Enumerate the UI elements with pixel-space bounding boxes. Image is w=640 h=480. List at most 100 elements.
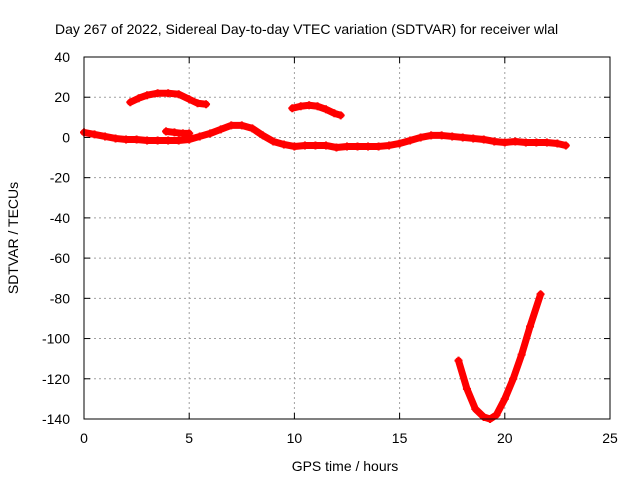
data-point bbox=[321, 105, 330, 114]
y-tick-label: 20 bbox=[54, 89, 70, 105]
y-tick-label: -40 bbox=[50, 210, 70, 226]
data-point bbox=[332, 143, 341, 152]
plot-frame bbox=[83, 56, 611, 420]
y-tick-label: -60 bbox=[50, 250, 70, 266]
data-point bbox=[143, 91, 152, 100]
data-point bbox=[122, 135, 131, 144]
data-point bbox=[336, 111, 345, 120]
data-point bbox=[374, 142, 383, 151]
data-point bbox=[193, 99, 202, 108]
y-tick-label: -80 bbox=[50, 290, 70, 306]
data-point bbox=[321, 141, 330, 150]
x-tick-label: 0 bbox=[80, 430, 88, 446]
data-point bbox=[416, 133, 425, 142]
data-point bbox=[500, 394, 509, 403]
x-tick-label: 20 bbox=[497, 430, 513, 446]
data-point bbox=[174, 90, 183, 99]
data-point bbox=[111, 134, 120, 143]
data-point bbox=[532, 138, 541, 147]
data-point bbox=[479, 135, 488, 144]
y-tick-label: 0 bbox=[62, 129, 70, 145]
data-point bbox=[164, 136, 173, 145]
data-point bbox=[290, 142, 299, 151]
data-point bbox=[170, 128, 179, 137]
data-point bbox=[143, 136, 152, 145]
data-point bbox=[437, 131, 446, 140]
data-point bbox=[164, 89, 173, 98]
data-point bbox=[343, 142, 351, 151]
data-point bbox=[126, 98, 135, 107]
x-axis-label: GPS time / hours bbox=[292, 458, 399, 474]
data-point bbox=[258, 131, 267, 140]
data-point bbox=[526, 322, 535, 331]
data-point bbox=[269, 137, 278, 146]
data-point bbox=[479, 412, 488, 421]
data-point bbox=[132, 135, 141, 144]
data-point bbox=[311, 141, 320, 150]
data-point bbox=[300, 141, 309, 150]
y-axis-label: SDTVAR / TECUs bbox=[5, 182, 21, 294]
data-point bbox=[313, 102, 322, 111]
data-point bbox=[385, 141, 394, 150]
data-point bbox=[492, 410, 501, 419]
data-point bbox=[195, 132, 204, 141]
data-point bbox=[395, 139, 404, 148]
y-tick-label: -20 bbox=[50, 170, 70, 186]
data-point bbox=[471, 404, 480, 413]
data-point bbox=[469, 134, 478, 143]
series-short-arc-3 bbox=[288, 101, 345, 120]
data-point bbox=[185, 95, 194, 104]
data-point bbox=[202, 100, 211, 109]
data-point bbox=[542, 138, 551, 147]
data-point bbox=[90, 130, 99, 139]
data-point bbox=[305, 101, 314, 110]
series-short-arc-1 bbox=[126, 89, 211, 109]
data-series bbox=[80, 89, 570, 423]
data-point bbox=[511, 137, 520, 146]
data-point bbox=[296, 102, 305, 111]
data-point bbox=[536, 290, 545, 299]
axis-ticks: 0 5 10 15 20 25 40 20 0 -20 -40 -60 -80 -100 -120 -140 bbox=[42, 49, 618, 446]
data-point bbox=[500, 138, 509, 147]
data-point bbox=[134, 94, 143, 103]
series-short-arc-2 bbox=[162, 127, 194, 138]
data-point bbox=[517, 350, 526, 359]
data-point bbox=[216, 125, 225, 134]
data-point bbox=[279, 140, 288, 149]
data-point bbox=[509, 374, 518, 383]
chart-title: Day 267 of 2022, Sidereal Day-to-day VTE… bbox=[55, 21, 558, 37]
data-point bbox=[153, 136, 162, 145]
data-point bbox=[427, 131, 436, 140]
x-tick-label: 15 bbox=[392, 430, 408, 446]
x-tick-label: 5 bbox=[185, 430, 193, 446]
data-point bbox=[364, 142, 373, 151]
y-tick-label: -100 bbox=[42, 331, 70, 347]
data-point bbox=[448, 132, 457, 141]
data-point bbox=[553, 139, 562, 148]
data-point bbox=[462, 384, 471, 393]
data-point bbox=[353, 142, 362, 151]
data-point bbox=[454, 356, 463, 365]
data-point bbox=[185, 129, 194, 138]
series-deep-dip bbox=[454, 290, 545, 423]
data-point bbox=[174, 136, 183, 145]
x-tick-label: 25 bbox=[602, 430, 618, 446]
data-point bbox=[288, 104, 297, 113]
data-point bbox=[330, 109, 339, 118]
data-point bbox=[490, 137, 499, 146]
y-tick-label: 40 bbox=[54, 49, 70, 65]
series-line bbox=[455, 290, 545, 423]
series-main-track bbox=[80, 121, 570, 152]
data-point bbox=[521, 138, 530, 147]
data-point bbox=[406, 136, 415, 145]
data-point bbox=[153, 89, 162, 98]
data-point bbox=[248, 124, 257, 133]
data-point bbox=[561, 141, 570, 150]
data-point bbox=[101, 132, 110, 141]
data-point bbox=[237, 121, 246, 130]
y-tick-label: -120 bbox=[42, 371, 70, 387]
data-point bbox=[206, 129, 215, 138]
data-point bbox=[162, 127, 171, 136]
data-point bbox=[458, 133, 467, 142]
